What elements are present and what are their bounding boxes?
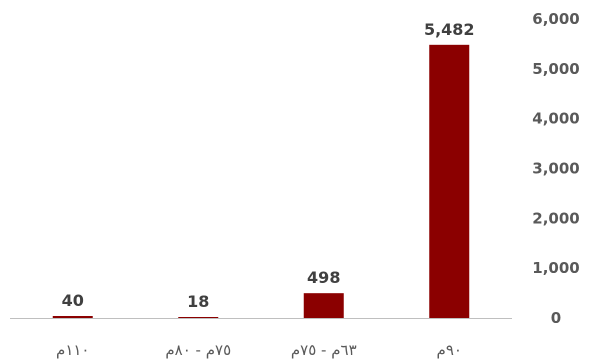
bar xyxy=(429,44,470,319)
x-category-label: ١١٠م xyxy=(56,341,89,359)
bar xyxy=(52,316,93,318)
y-tick-label: 4,000 xyxy=(532,110,579,128)
x-category-label: ٧٥م - ٨٠م xyxy=(165,341,231,359)
y-axis-tick-labels: 0 1,000 2,000 3,000 4,000 5,000 6,000 xyxy=(532,10,579,327)
bar xyxy=(178,317,219,318)
x-category-label: ٩٠م xyxy=(437,341,462,359)
category-labels-group: ١١٠م ٧٥م - ٨٠م ٦٣م - ٧٥م ٩٠م xyxy=(56,341,462,359)
bar xyxy=(303,293,344,318)
y-tick-label: 1,000 xyxy=(532,259,579,277)
y-tick-label: 2,000 xyxy=(532,209,579,227)
bar-data-label: 18 xyxy=(187,292,209,311)
bar-data-label: 40 xyxy=(62,291,84,310)
bars-group xyxy=(52,44,470,319)
bar-data-label: 5,482 xyxy=(424,20,475,39)
bar-data-label: 498 xyxy=(307,268,340,287)
y-tick-label: 0 xyxy=(551,309,561,327)
data-labels-group: 40 18 498 5,482 xyxy=(62,20,475,311)
x-category-label: ٦٣م - ٧٥م xyxy=(291,341,357,359)
y-tick-label: 6,000 xyxy=(532,10,579,28)
y-tick-label: 3,000 xyxy=(532,160,579,178)
y-tick-label: 5,000 xyxy=(532,60,579,78)
